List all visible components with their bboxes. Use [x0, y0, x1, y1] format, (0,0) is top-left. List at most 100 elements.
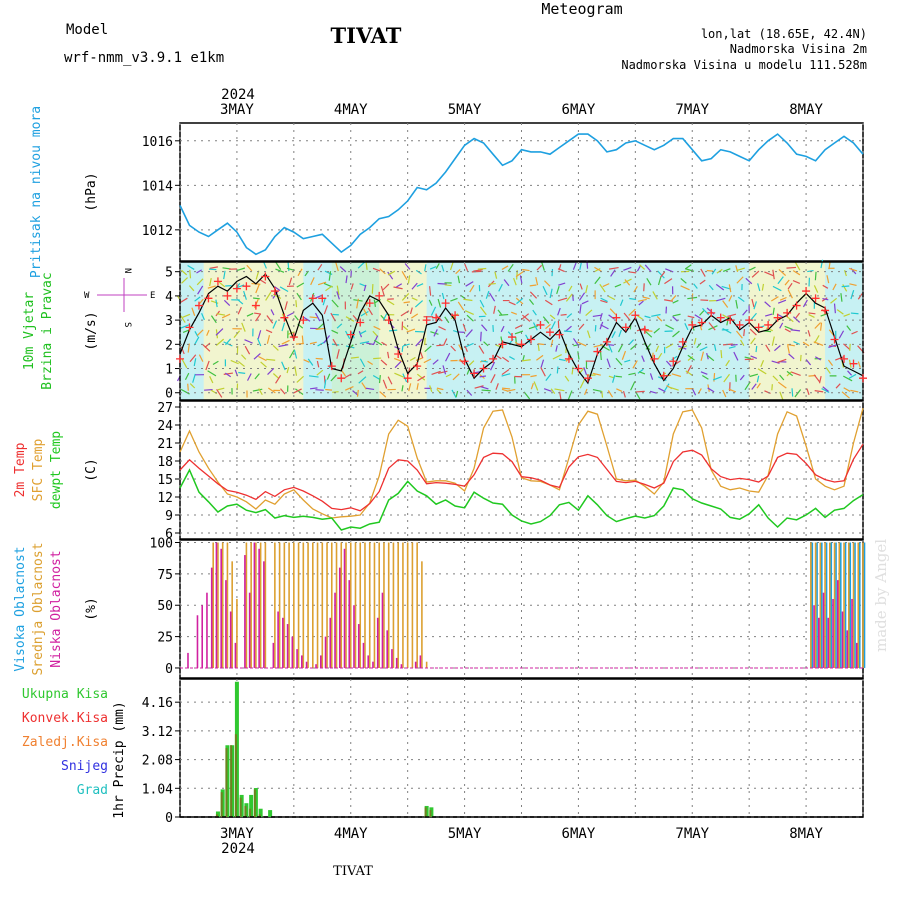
- wind-barb: [645, 330, 653, 332]
- compass-e: E: [150, 291, 155, 301]
- wind-barb: [457, 275, 461, 284]
- wind-barb: [436, 344, 444, 347]
- wind-barb: [202, 344, 211, 352]
- wind-barb: [771, 384, 773, 391]
- wind-barb: [387, 271, 394, 280]
- wind-barb: [841, 285, 850, 288]
- wind-barb: [692, 388, 697, 396]
- wind-barb: [189, 354, 197, 363]
- gust-marker: [726, 316, 735, 325]
- wind-barb: [787, 343, 795, 347]
- wind-barb: [216, 388, 223, 398]
- y-tick-label: 1016: [142, 135, 173, 150]
- wind-barb: [516, 297, 524, 305]
- wind-barb: [198, 354, 204, 362]
- wind-barb: [417, 375, 426, 382]
- wind-barb: [452, 373, 460, 381]
- gust-marker: [176, 354, 184, 363]
- wind-barb: [509, 356, 515, 361]
- wind-barb: [209, 266, 218, 269]
- wind-barb: [614, 283, 622, 288]
- wind-barb: [270, 309, 275, 316]
- y-tick-label: 25: [157, 631, 173, 646]
- wind-barb: [477, 267, 487, 270]
- wind-barb: [552, 354, 562, 360]
- wind-barb: [713, 344, 717, 352]
- wind-barb: [363, 308, 368, 316]
- wind-barb: [608, 295, 616, 301]
- wind-barb: [630, 381, 636, 391]
- wind-barb: [550, 321, 556, 330]
- wind-barb: [787, 345, 790, 354]
- bottom-day-label: 6MAY: [562, 826, 596, 842]
- wind-barb: [624, 279, 631, 286]
- wind-barb: [350, 356, 359, 359]
- wind-barb: [471, 270, 482, 273]
- wind-barb: [808, 312, 816, 315]
- wind-barb: [437, 298, 442, 308]
- wind-barb: [481, 324, 488, 332]
- wind-barb: [465, 281, 474, 287]
- bottom-day-label: 3MAY: [220, 826, 254, 842]
- precip-conv-bar: [239, 797, 242, 817]
- wind-barb: [243, 290, 247, 300]
- wind-barb: [599, 351, 602, 361]
- panel-units: (m/s): [84, 311, 99, 350]
- wind-barb: [209, 278, 212, 287]
- wind-barb: [215, 338, 225, 346]
- wind-barb: [266, 315, 274, 324]
- wind-barb: [791, 371, 801, 377]
- wind-barb: [210, 315, 217, 324]
- wind-barb: [684, 322, 689, 331]
- wind-barb: [402, 343, 410, 347]
- wind-barb: [246, 264, 253, 272]
- wind-barb: [832, 283, 837, 291]
- wind-barb: [813, 285, 819, 293]
- wind-barb: [393, 357, 403, 363]
- wind-barb: [424, 345, 432, 353]
- gust-marker: [289, 333, 298, 342]
- wind-barb: [687, 356, 694, 361]
- wind-barb: [361, 382, 367, 390]
- wind-barb: [455, 269, 461, 275]
- wind-barb: [655, 345, 660, 352]
- gust-marker: [545, 328, 554, 337]
- wind-barb: [735, 299, 739, 309]
- wind-barb: [528, 298, 535, 306]
- wind-barb: [530, 374, 537, 378]
- wind-barb: [466, 314, 474, 322]
- wind-barb: [316, 360, 320, 368]
- wind-barb: [187, 264, 195, 270]
- gust-marker: [612, 313, 621, 322]
- wind-barb: [307, 358, 314, 366]
- wind-barb: [542, 285, 548, 296]
- wind-barb: [336, 323, 343, 329]
- wind-barb: [836, 309, 844, 315]
- wind-barb: [593, 344, 604, 348]
- wind-barb: [765, 344, 771, 352]
- wind-barb: [345, 275, 348, 284]
- wind-barb: [513, 277, 517, 286]
- wind-barb: [223, 299, 231, 307]
- panel-label: 10m Vjetar: [22, 292, 37, 370]
- gust-marker: [735, 320, 744, 329]
- wind-barb: [629, 297, 637, 301]
- wind-barb: [336, 291, 340, 300]
- gust-marker: [413, 362, 422, 371]
- wind-barb: [401, 385, 404, 392]
- wind-barb: [639, 264, 646, 270]
- wind-barb: [225, 338, 232, 346]
- precip-conv-bar: [215, 814, 218, 817]
- wind-barb: [272, 320, 278, 329]
- wind-barb: [532, 322, 538, 331]
- wind-barb: [592, 372, 601, 376]
- gust-marker: [232, 284, 241, 293]
- wind-barb: [373, 357, 382, 360]
- y-tick-label: 2: [165, 338, 173, 353]
- gust-marker: [270, 287, 279, 296]
- wind-barb: [672, 313, 681, 317]
- wind-barb: [843, 343, 851, 350]
- wind-barb: [480, 331, 482, 342]
- wind-barb: [848, 267, 858, 272]
- wind-barb: [506, 388, 516, 392]
